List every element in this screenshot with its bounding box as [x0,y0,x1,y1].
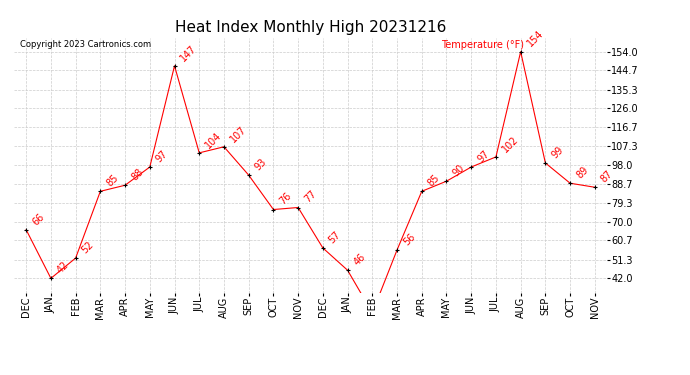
Point [491,154,502,160]
Text: 88: 88 [129,167,145,183]
Text: 56: 56 [401,231,417,247]
Text: 52: 52 [80,239,96,255]
Point [441,178,452,184]
Text: 89: 89 [574,165,590,180]
Text: 104: 104 [204,130,224,150]
Point [268,207,279,213]
Text: 154: 154 [525,29,545,49]
Point [391,247,402,253]
Text: 87: 87 [599,169,615,184]
Text: 57: 57 [327,229,343,245]
Text: Temperature (°F): Temperature (°F) [441,40,524,50]
Text: 76: 76 [277,191,293,207]
Title: Heat Index Monthly High 20231216: Heat Index Monthly High 20231216 [175,20,446,35]
Text: 107: 107 [228,124,248,144]
Point [367,310,378,316]
Point [515,49,526,55]
Text: 46: 46 [352,252,368,267]
Point [95,188,106,194]
Text: 97: 97 [154,148,170,164]
Point [21,227,32,233]
Text: 97: 97 [475,148,491,164]
Point [342,267,353,273]
Point [194,150,205,156]
Point [70,255,81,261]
Text: 85: 85 [426,173,442,189]
Text: 99: 99 [549,144,565,160]
Text: 93: 93 [253,157,268,172]
Text: 42: 42 [55,260,71,276]
Text: 147: 147 [179,43,199,63]
Text: 90: 90 [451,163,466,178]
Text: 77: 77 [302,189,318,205]
Text: 25: 25 [0,374,1,375]
Text: 85: 85 [104,173,120,189]
Point [589,184,600,190]
Point [219,144,230,150]
Point [416,188,427,194]
Point [243,172,254,178]
Point [564,180,575,186]
Point [169,63,180,69]
Text: 66: 66 [30,211,46,227]
Point [144,164,155,170]
Point [119,182,130,188]
Point [466,164,477,170]
Point [293,204,304,210]
Point [317,245,328,251]
Text: Copyright 2023 Cartronics.com: Copyright 2023 Cartronics.com [20,40,151,49]
Point [46,275,57,281]
Text: 102: 102 [500,134,520,154]
Point [540,160,551,166]
